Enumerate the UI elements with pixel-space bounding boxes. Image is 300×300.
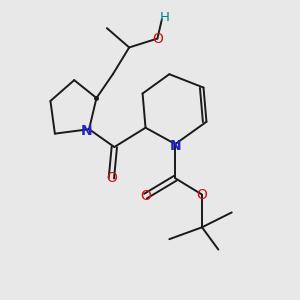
Text: O: O: [106, 171, 117, 185]
Text: N: N: [81, 124, 92, 138]
Text: O: O: [140, 189, 151, 203]
Text: O: O: [196, 188, 208, 202]
Text: O: O: [152, 32, 163, 46]
Text: H: H: [159, 11, 169, 24]
Text: N: N: [170, 140, 182, 153]
